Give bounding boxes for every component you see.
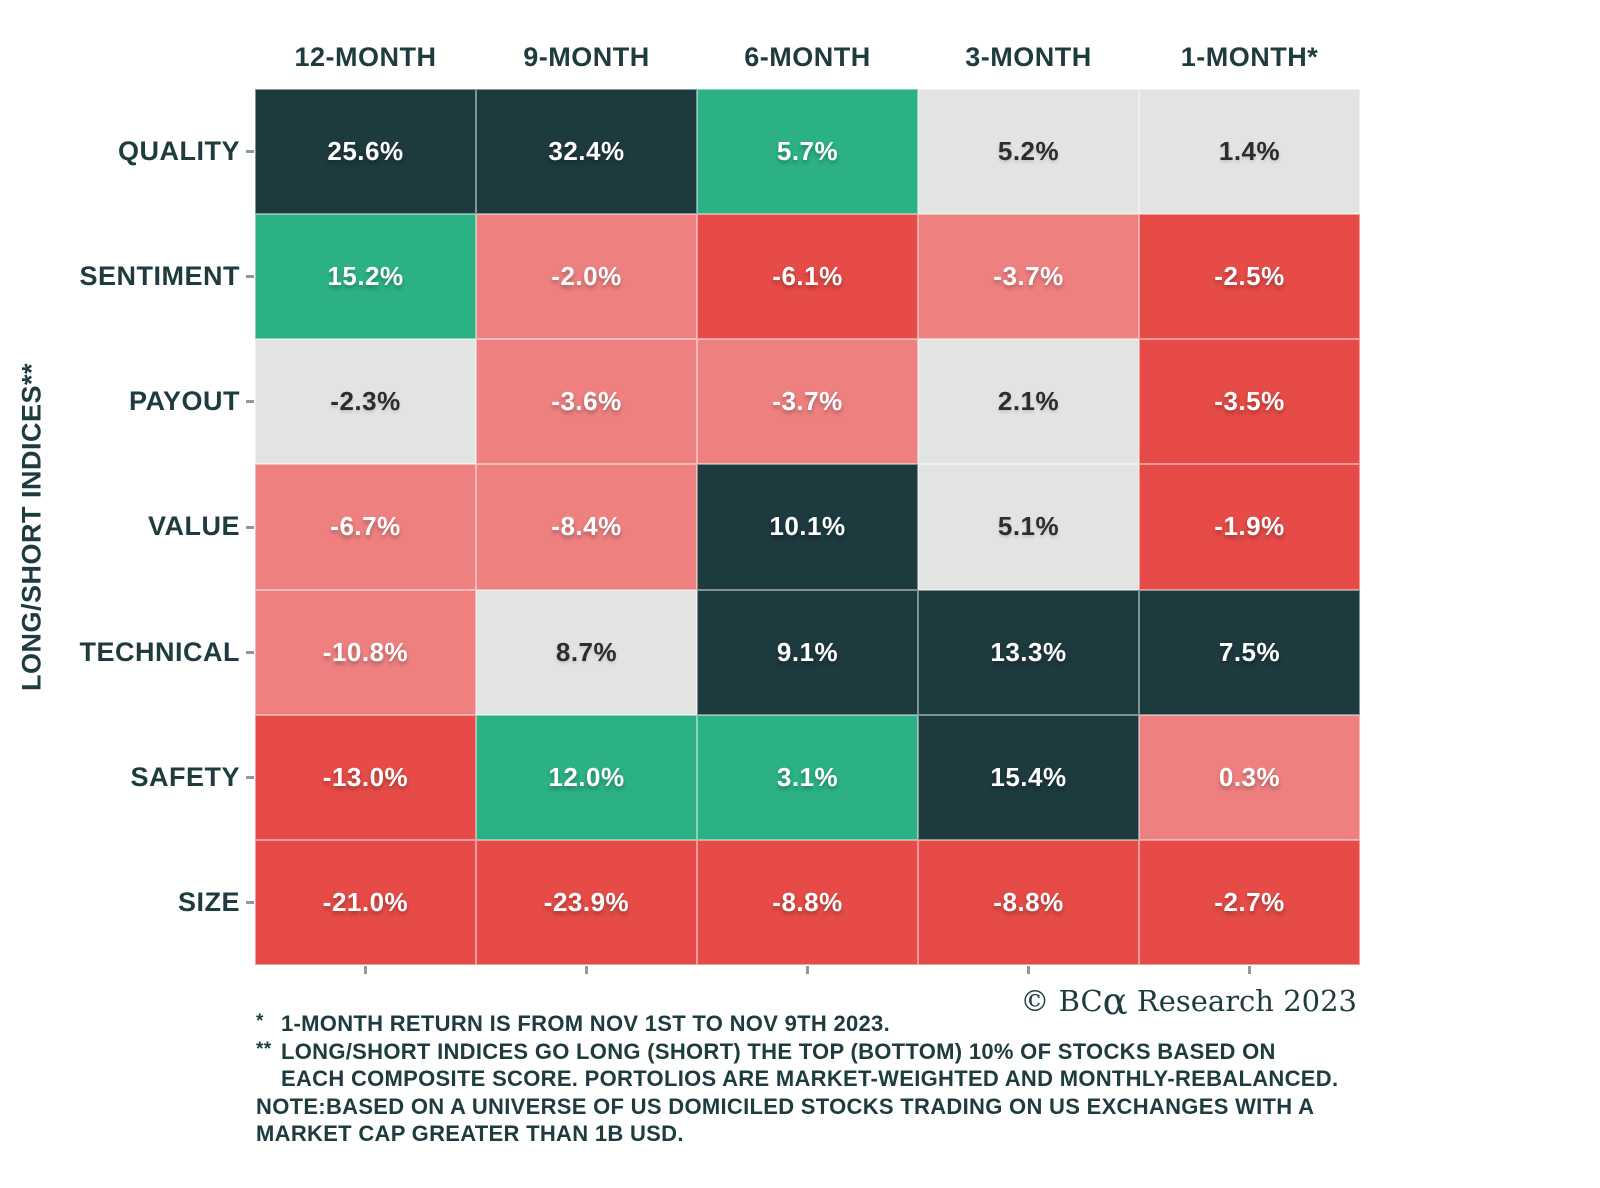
- footnote-text: 1-MONTH RETURN IS FROM NOV 1ST TO NOV 9T…: [281, 1011, 891, 1036]
- cell-payout-6-month: -3.7%: [697, 339, 918, 465]
- footnote-marker: *: [256, 1011, 264, 1032]
- footnote-marker: **: [256, 1038, 272, 1060]
- cell-payout-12-month: -2.3%: [255, 339, 476, 465]
- column-headers: 12-MONTH 9-MONTH 6-MONTH 3-MONTH 1-MONTH*: [255, 38, 1360, 76]
- footnote-line-1: * 1-MONTH RETURN IS FROM NOV 1ST TO NOV 9…: [256, 1010, 1456, 1038]
- cell-size-1-month: -2.7%: [1139, 839, 1360, 965]
- row-tick-payout: [246, 400, 254, 404]
- cell-technical-12-month: -10.8%: [255, 589, 476, 715]
- footnote-text: LONG/SHORT INDICES GO LONG (SHORT) THE T…: [281, 1038, 1276, 1064]
- row-labels: QUALITY SENTIMENT PAYOUT VALUE TECHNICAL SAFE…: [0, 89, 240, 965]
- copyright-prefix: © BC: [1020, 984, 1103, 1018]
- footnote-text: EACH COMPOSITE SCORE. PORTOLIOS ARE MARK…: [281, 1066, 1339, 1092]
- cell-payout-1-month: -3.5%: [1139, 339, 1360, 465]
- cell-technical-6-month: 9.1%: [697, 589, 918, 715]
- row-label-safety: SAFETY: [130, 761, 240, 792]
- column-tick-6-month: [806, 966, 809, 974]
- footnote-line-2: ** LONG/SHORT INDICES GO LONG (SHORT) THE…: [256, 1038, 1456, 1066]
- footnote-line-3: EACH COMPOSITE SCORE. PORTOLIOS ARE MARK…: [256, 1065, 1456, 1093]
- cell-size-12-month: -21.0%: [255, 839, 476, 965]
- footnote-text: MARKET CAP GREATER THAN 1B USD.: [256, 1121, 684, 1147]
- cell-size-3-month: -8.8%: [918, 839, 1139, 965]
- cell-sentiment-12-month: 15.2%: [255, 214, 476, 340]
- column-tick-1-month: [1248, 966, 1251, 974]
- cell-payout-3-month: 2.1%: [918, 339, 1139, 465]
- footnote-line-4: NOTE:BASED ON A UNIVERSE OF US DOMICILED…: [256, 1093, 1456, 1121]
- cell-quality-3-month: 5.2%: [918, 89, 1139, 215]
- cell-value-12-month: -6.7%: [255, 464, 476, 590]
- cell-sentiment-1-month: -2.5%: [1139, 214, 1360, 340]
- footnote-text: NOTE:BASED ON A UNIVERSE OF US DOMICILED…: [256, 1093, 1315, 1119]
- column-header-3-month: 3-MONTH: [965, 41, 1092, 72]
- cell-value-3-month: 5.1%: [918, 464, 1139, 590]
- cell-safety-1-month: 0.3%: [1139, 714, 1360, 840]
- cell-value-9-month: -8.4%: [476, 464, 697, 590]
- copyright-notice: © BCα Research 2023: [1020, 983, 1357, 1020]
- row-label-value: VALUE: [147, 511, 240, 542]
- column-header-6-month: 6-MONTH: [744, 41, 871, 72]
- cell-quality-6-month: 5.7%: [697, 89, 918, 215]
- cell-safety-9-month: 12.0%: [476, 714, 697, 840]
- cell-safety-12-month: -13.0%: [255, 714, 476, 840]
- cell-payout-9-month: -3.6%: [476, 339, 697, 465]
- cell-value-1-month: -1.9%: [1139, 464, 1360, 590]
- heatmap-grid: 25.6% 32.4% 5.7% 5.2% 1.4% 15.2% -2.0% -6.1% -3.…: [255, 89, 1360, 965]
- cell-size-6-month: -8.8%: [697, 839, 918, 965]
- row-label-payout: PAYOUT: [128, 386, 240, 417]
- cell-sentiment-6-month: -6.1%: [697, 214, 918, 340]
- row-label-sentiment: SENTIMENT: [79, 261, 240, 292]
- cell-quality-1-month: 1.4%: [1139, 89, 1360, 215]
- bca-alpha-glyph: α: [1102, 980, 1128, 1023]
- row-label-quality: QUALITY: [118, 136, 240, 167]
- row-tick-quality: [246, 150, 254, 154]
- cell-technical-9-month: 8.7%: [476, 589, 697, 715]
- footnote-line-5: MARKET CAP GREATER THAN 1B USD.: [256, 1120, 1456, 1148]
- cell-sentiment-3-month: -3.7%: [918, 214, 1139, 340]
- column-header-1-month: 1-MONTH*: [1180, 41, 1319, 72]
- cell-value-6-month: 10.1%: [697, 464, 918, 590]
- cell-safety-3-month: 15.4%: [918, 714, 1139, 840]
- cell-safety-6-month: 3.1%: [697, 714, 918, 840]
- footnote-marker: [256, 1063, 281, 1091]
- column-header-12-month: 12-MONTH: [294, 41, 437, 72]
- row-tick-sentiment: [246, 275, 254, 279]
- row-label-size: SIZE: [177, 886, 240, 917]
- cell-technical-1-month: 7.5%: [1139, 589, 1360, 715]
- copyright-suffix: Research 2023: [1127, 984, 1357, 1018]
- cell-technical-3-month: 13.3%: [918, 589, 1139, 715]
- row-tick-value: [246, 525, 254, 529]
- cell-size-9-month: -23.9%: [476, 839, 697, 965]
- row-tick-safety: [246, 775, 254, 779]
- cell-quality-9-month: 32.4%: [476, 89, 697, 215]
- column-tick-3-month: [1027, 966, 1030, 974]
- footnotes: * 1-MONTH RETURN IS FROM NOV 1ST TO NOV 9…: [256, 1010, 1456, 1148]
- cell-sentiment-9-month: -2.0%: [476, 214, 697, 340]
- column-tick-9-month: [585, 966, 588, 974]
- cell-quality-12-month: 25.6%: [255, 89, 476, 215]
- column-tick-12-month: [364, 966, 367, 974]
- row-label-technical: TECHNICAL: [79, 636, 240, 667]
- row-tick-size: [246, 900, 254, 904]
- column-header-9-month: 9-MONTH: [523, 41, 650, 72]
- row-tick-technical: [246, 650, 254, 654]
